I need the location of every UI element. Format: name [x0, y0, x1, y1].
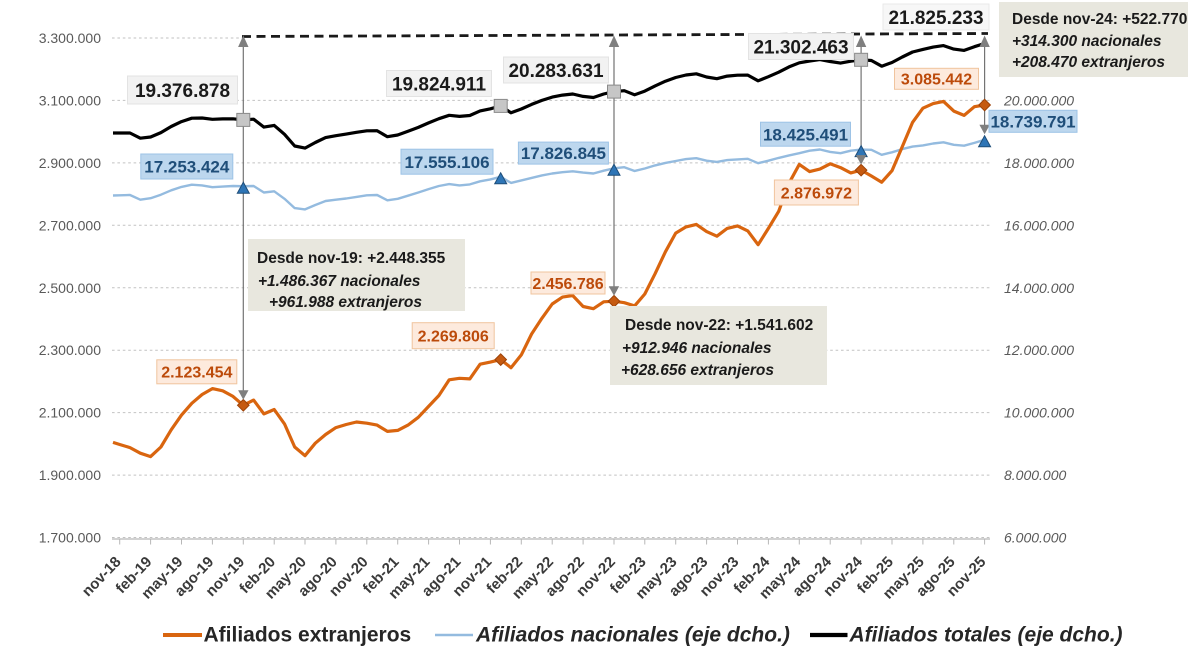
- svg-text:Afiliados totales (eje dcho.): Afiliados totales (eje dcho.): [849, 624, 1123, 647]
- svg-text:8.000.000: 8.000.000: [1004, 467, 1066, 483]
- svg-text:Desde nov-24: +522.770: Desde nov-24: +522.770: [1012, 11, 1187, 28]
- svg-text:Afiliados nacionales (eje dcho: Afiliados nacionales (eje dcho.): [475, 624, 790, 647]
- svg-text:1.700.000: 1.700.000: [39, 530, 101, 546]
- svg-text:10.000.000: 10.000.000: [1004, 405, 1074, 421]
- svg-text:+208.470 extranjeros: +208.470 extranjeros: [1012, 54, 1165, 71]
- svg-text:2.900.000: 2.900.000: [39, 155, 101, 171]
- svg-text:19.824.911: 19.824.911: [392, 74, 486, 95]
- svg-text:2.100.000: 2.100.000: [39, 405, 101, 421]
- svg-text:Desde nov-19: +2.448.355: Desde nov-19: +2.448.355: [257, 250, 446, 267]
- svg-text:+1.486.367 nacionales: +1.486.367 nacionales: [258, 273, 421, 290]
- svg-text:3.085.442: 3.085.442: [901, 72, 972, 89]
- svg-text:Afiliados extranjeros: Afiliados extranjeros: [204, 624, 412, 647]
- svg-text:16.000.000: 16.000.000: [1004, 217, 1074, 233]
- svg-text:3.100.000: 3.100.000: [39, 92, 101, 108]
- svg-text:18.000.000: 18.000.000: [1004, 155, 1074, 171]
- svg-text:+628.656 extranjeros: +628.656 extranjeros: [621, 362, 774, 379]
- svg-text:1.900.000: 1.900.000: [39, 467, 101, 483]
- svg-text:19.376.878: 19.376.878: [135, 81, 230, 102]
- svg-text:Desde nov-22: +1.541.602: Desde nov-22: +1.541.602: [625, 317, 813, 334]
- svg-text:3.300.000: 3.300.000: [39, 30, 101, 46]
- svg-text:+912.946 nacionales: +912.946 nacionales: [622, 340, 772, 357]
- svg-text:2.123.454: 2.123.454: [161, 365, 232, 382]
- svg-text:2.700.000: 2.700.000: [39, 217, 101, 233]
- svg-text:14.000.000: 14.000.000: [1004, 280, 1074, 296]
- svg-text:20.283.631: 20.283.631: [508, 61, 604, 82]
- svg-text:17.253.424: 17.253.424: [144, 158, 230, 177]
- svg-text:17.826.845: 17.826.845: [521, 144, 606, 163]
- svg-text:20.000.000: 20.000.000: [1003, 92, 1074, 108]
- svg-text:2.456.786: 2.456.786: [532, 276, 603, 293]
- svg-text:2.500.000: 2.500.000: [39, 280, 101, 296]
- svg-text:2.876.972: 2.876.972: [781, 185, 852, 202]
- svg-text:18.425.491: 18.425.491: [763, 125, 848, 144]
- svg-text:2.269.806: 2.269.806: [418, 329, 489, 346]
- svg-text:+961.988 extranjeros: +961.988 extranjeros: [269, 294, 422, 311]
- svg-text:21.302.463: 21.302.463: [753, 37, 848, 58]
- svg-text:12.000.000: 12.000.000: [1004, 342, 1074, 358]
- svg-text:2.300.000: 2.300.000: [39, 342, 101, 358]
- svg-text:6.000.000: 6.000.000: [1004, 530, 1066, 546]
- svg-text:+314.300 nacionales: +314.300 nacionales: [1012, 33, 1162, 50]
- svg-text:17.555.106: 17.555.106: [404, 153, 489, 172]
- svg-text:18.739.791: 18.739.791: [990, 112, 1075, 131]
- svg-text:21.825.233: 21.825.233: [888, 8, 983, 29]
